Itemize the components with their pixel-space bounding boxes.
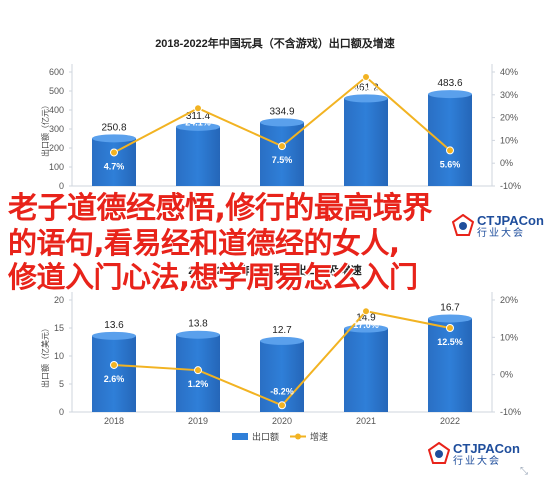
legend-swatch-point [295, 433, 301, 440]
y-tick-label-left: 20 [54, 295, 64, 305]
bar-cap [176, 122, 220, 131]
bar-cap [344, 324, 388, 333]
growth-point [110, 148, 118, 157]
y-tick-label-left: 600 [49, 67, 64, 77]
bar-cap [428, 90, 472, 99]
bar [92, 335, 136, 412]
growth-label: 5.6% [440, 159, 461, 169]
x-tick-label: 2022 [440, 416, 460, 426]
y-tick-label-right: 40% [500, 67, 518, 77]
logo-subtitle: 行业大会 [477, 228, 525, 239]
y-axis-label: 出口额（亿元） [40, 101, 50, 157]
y-tick-label-left: 15 [54, 323, 64, 333]
bar-cap [92, 134, 136, 143]
bar [92, 138, 136, 186]
growth-label: 37.8% [353, 86, 379, 96]
logo-mark-icon [452, 214, 474, 236]
logo-name: CTJPACon [477, 213, 544, 228]
growth-label: 2.6% [104, 374, 125, 384]
overlay-line-2: 的语句,看易经和道德经的女人, [8, 226, 400, 260]
legend-label: 出口额 [252, 431, 279, 442]
chart-bottom: 2018-2022年中国玩具出口额及增速 0 5 10 15 20 -10% 0% 10% 20%… [40, 263, 521, 442]
growth-label: -8.2% [270, 386, 294, 396]
bar-label: 461.2 [353, 82, 378, 93]
x-tick-label: 2019 [188, 416, 208, 426]
logo-subtitle: 行业大会 [453, 456, 501, 467]
overlay-caption: 老子道德经感悟,修行的最高境界 的语句,看易经和道德经的女人, 修道入门心法,想… [8, 191, 548, 295]
bar-cap [92, 331, 136, 340]
bar [428, 318, 472, 412]
bar-label: 334.9 [269, 106, 294, 117]
legend-swatch-bar [232, 433, 248, 440]
logo-name: CTJPACon [453, 441, 520, 456]
growth-label: 1.2% [188, 379, 209, 389]
y-tick-label-right: 10% [500, 332, 518, 342]
growth-point [362, 307, 370, 316]
growth-label: 17.0% [353, 320, 379, 330]
growth-point [110, 360, 118, 369]
growth-point [446, 324, 454, 332]
overlay-line-1: 老子道德经感悟,修行的最高境界 [8, 191, 432, 226]
growth-label: 12.5% [437, 337, 463, 347]
y-tick-label-right: 20% [500, 113, 518, 123]
x-tick-label: 2021 [356, 416, 376, 426]
legend-label: 增速 [310, 431, 328, 442]
bar-label: 14.9 [356, 313, 376, 324]
y-tick-label-left: 0 [59, 181, 64, 190]
logo-mark-icon [428, 442, 450, 464]
growth-label: 24.1% [185, 117, 211, 127]
chart-title: 2018-2022年中国玩具（不含游戏）出口额及增速 [155, 36, 395, 50]
bar-cap [428, 314, 472, 323]
bar-label: 13.6 [104, 320, 124, 331]
bar-label: 483.6 [437, 78, 462, 89]
bar-label: 311.4 [186, 111, 211, 122]
growth-label: 4.7% [104, 161, 125, 171]
y-tick-label-right: 0% [500, 158, 513, 168]
bar [344, 98, 388, 186]
growth-point [278, 142, 286, 151]
x-tick-label: 2020 [272, 416, 292, 426]
bar-label: 12.7 [272, 325, 292, 336]
growth-point [362, 73, 370, 82]
growth-label: 7.5% [272, 155, 293, 165]
bar [428, 94, 472, 186]
growth-point [278, 401, 286, 410]
chart-top: 2018-2022年中国玩具（不含游戏）出口额及增速 0 100 200 300 400 5… [40, 36, 521, 190]
y-tick-label-right: -10% [500, 407, 521, 417]
y-tick-label-left: 300 [49, 124, 64, 134]
growth-point [194, 366, 202, 375]
y-tick-label-right: 0% [500, 370, 513, 380]
y-axis-label: 出口额（亿美元） [40, 324, 50, 388]
y-tick-label-right: 20% [500, 295, 518, 305]
resize-icon: ⤡ [520, 466, 528, 477]
y-tick-label-left: 400 [49, 105, 64, 115]
bar-cap [176, 330, 220, 339]
y-tick-label-right: -10% [500, 181, 521, 190]
x-tick-label: 2018 [104, 416, 124, 426]
bar [176, 126, 220, 186]
y-tick-label-left: 0 [59, 407, 64, 417]
y-tick-label-left: 5 [59, 379, 64, 389]
growth-point [194, 104, 202, 113]
bar-cap [344, 94, 388, 103]
y-tick-label-left: 10 [54, 351, 64, 361]
bar-cap [260, 336, 304, 345]
bar-label: 16.7 [440, 302, 460, 313]
growth-point [446, 146, 454, 155]
bar [344, 328, 388, 412]
overlay-line-3: 修道入门心法,想学周易怎么入门 [8, 260, 418, 294]
y-tick-label-left: 200 [49, 143, 64, 153]
y-tick-label-right: 30% [500, 90, 518, 100]
bar-label: 250.8 [101, 122, 126, 133]
chart-title: 2018-2022年中国玩具出口额及增速 [188, 263, 362, 277]
y-tick-label-right: 10% [500, 135, 518, 145]
bar-cap [260, 118, 304, 127]
bar-label: 13.8 [188, 319, 208, 330]
y-tick-label-left: 100 [49, 162, 64, 172]
y-tick-label-left: 500 [49, 86, 64, 96]
